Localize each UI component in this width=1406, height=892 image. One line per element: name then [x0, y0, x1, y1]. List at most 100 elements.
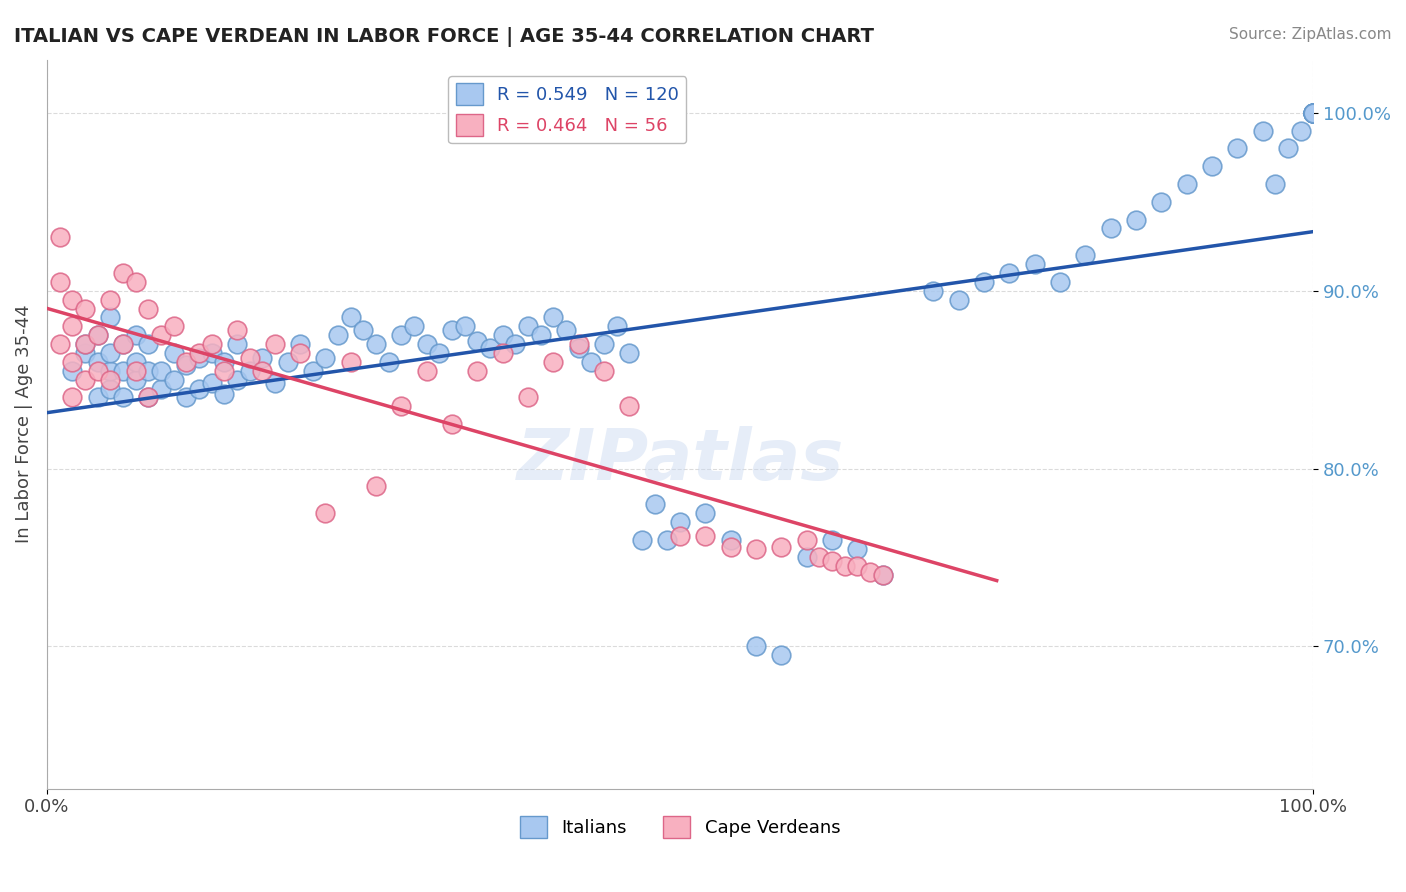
Point: [770, 540, 793, 554]
Point: [846, 559, 869, 574]
Point: [315, 506, 337, 520]
Point: [149, 328, 172, 343]
Point: [644, 497, 666, 511]
Point: [796, 533, 818, 547]
Point: [212, 387, 235, 401]
Point: [238, 351, 260, 366]
Point: [73, 337, 96, 351]
Point: [872, 568, 894, 582]
Point: [301, 364, 323, 378]
Point: [212, 364, 235, 378]
Point: [111, 266, 134, 280]
Point: [225, 337, 247, 351]
Point: [212, 355, 235, 369]
Point: [86, 364, 108, 378]
Point: [162, 319, 184, 334]
Point: [631, 533, 654, 547]
Point: [1289, 124, 1312, 138]
Point: [998, 266, 1021, 280]
Point: [619, 346, 641, 360]
Point: [492, 346, 515, 360]
Point: [429, 346, 451, 360]
Point: [973, 275, 995, 289]
Point: [73, 373, 96, 387]
Point: [1201, 159, 1223, 173]
Point: [124, 328, 146, 343]
Point: [593, 364, 616, 378]
Point: [695, 506, 717, 520]
Point: [505, 337, 527, 351]
Point: [98, 382, 121, 396]
Point: [745, 640, 768, 654]
Point: [517, 319, 540, 334]
Point: [593, 337, 616, 351]
Point: [98, 373, 121, 387]
Point: [669, 529, 692, 543]
Point: [1024, 257, 1046, 271]
Point: [136, 301, 159, 316]
Point: [1264, 177, 1286, 191]
Point: [340, 310, 363, 325]
Point: [124, 355, 146, 369]
Point: [543, 310, 565, 325]
Point: [669, 515, 692, 529]
Point: [1302, 106, 1324, 120]
Point: [366, 337, 388, 351]
Point: [1226, 141, 1249, 155]
Point: [1150, 194, 1173, 209]
Point: [73, 337, 96, 351]
Point: [340, 355, 363, 369]
Point: [48, 230, 70, 244]
Point: [416, 337, 439, 351]
Point: [48, 337, 70, 351]
Point: [1302, 106, 1324, 120]
Point: [250, 351, 273, 366]
Point: [288, 337, 311, 351]
Point: [225, 323, 247, 337]
Point: [796, 550, 818, 565]
Point: [200, 337, 222, 351]
Point: [86, 391, 108, 405]
Point: [124, 373, 146, 387]
Point: [404, 319, 426, 334]
Text: Source: ZipAtlas.com: Source: ZipAtlas.com: [1229, 27, 1392, 42]
Point: [276, 355, 298, 369]
Point: [770, 648, 793, 663]
Point: [60, 364, 83, 378]
Point: [1074, 248, 1097, 262]
Point: [1302, 106, 1324, 120]
Point: [162, 373, 184, 387]
Point: [60, 391, 83, 405]
Legend: Italians, Cape Verdeans: Italians, Cape Verdeans: [513, 809, 848, 845]
Point: [98, 293, 121, 307]
Point: [416, 364, 439, 378]
Point: [606, 319, 628, 334]
Point: [136, 391, 159, 405]
Point: [174, 391, 197, 405]
Point: [98, 364, 121, 378]
Point: [149, 382, 172, 396]
Point: [720, 540, 742, 554]
Point: [1302, 106, 1324, 120]
Point: [834, 559, 856, 574]
Point: [441, 417, 464, 431]
Point: [136, 364, 159, 378]
Point: [162, 346, 184, 360]
Point: [98, 346, 121, 360]
Point: [821, 533, 844, 547]
Point: [86, 328, 108, 343]
Point: [467, 334, 489, 348]
Point: [581, 355, 603, 369]
Point: [86, 355, 108, 369]
Point: [948, 293, 970, 307]
Point: [187, 351, 209, 366]
Point: [378, 355, 401, 369]
Point: [1277, 141, 1299, 155]
Point: [98, 310, 121, 325]
Point: [174, 355, 197, 369]
Point: [263, 337, 285, 351]
Point: [467, 364, 489, 378]
Point: [136, 391, 159, 405]
Point: [263, 376, 285, 391]
Point: [174, 359, 197, 373]
